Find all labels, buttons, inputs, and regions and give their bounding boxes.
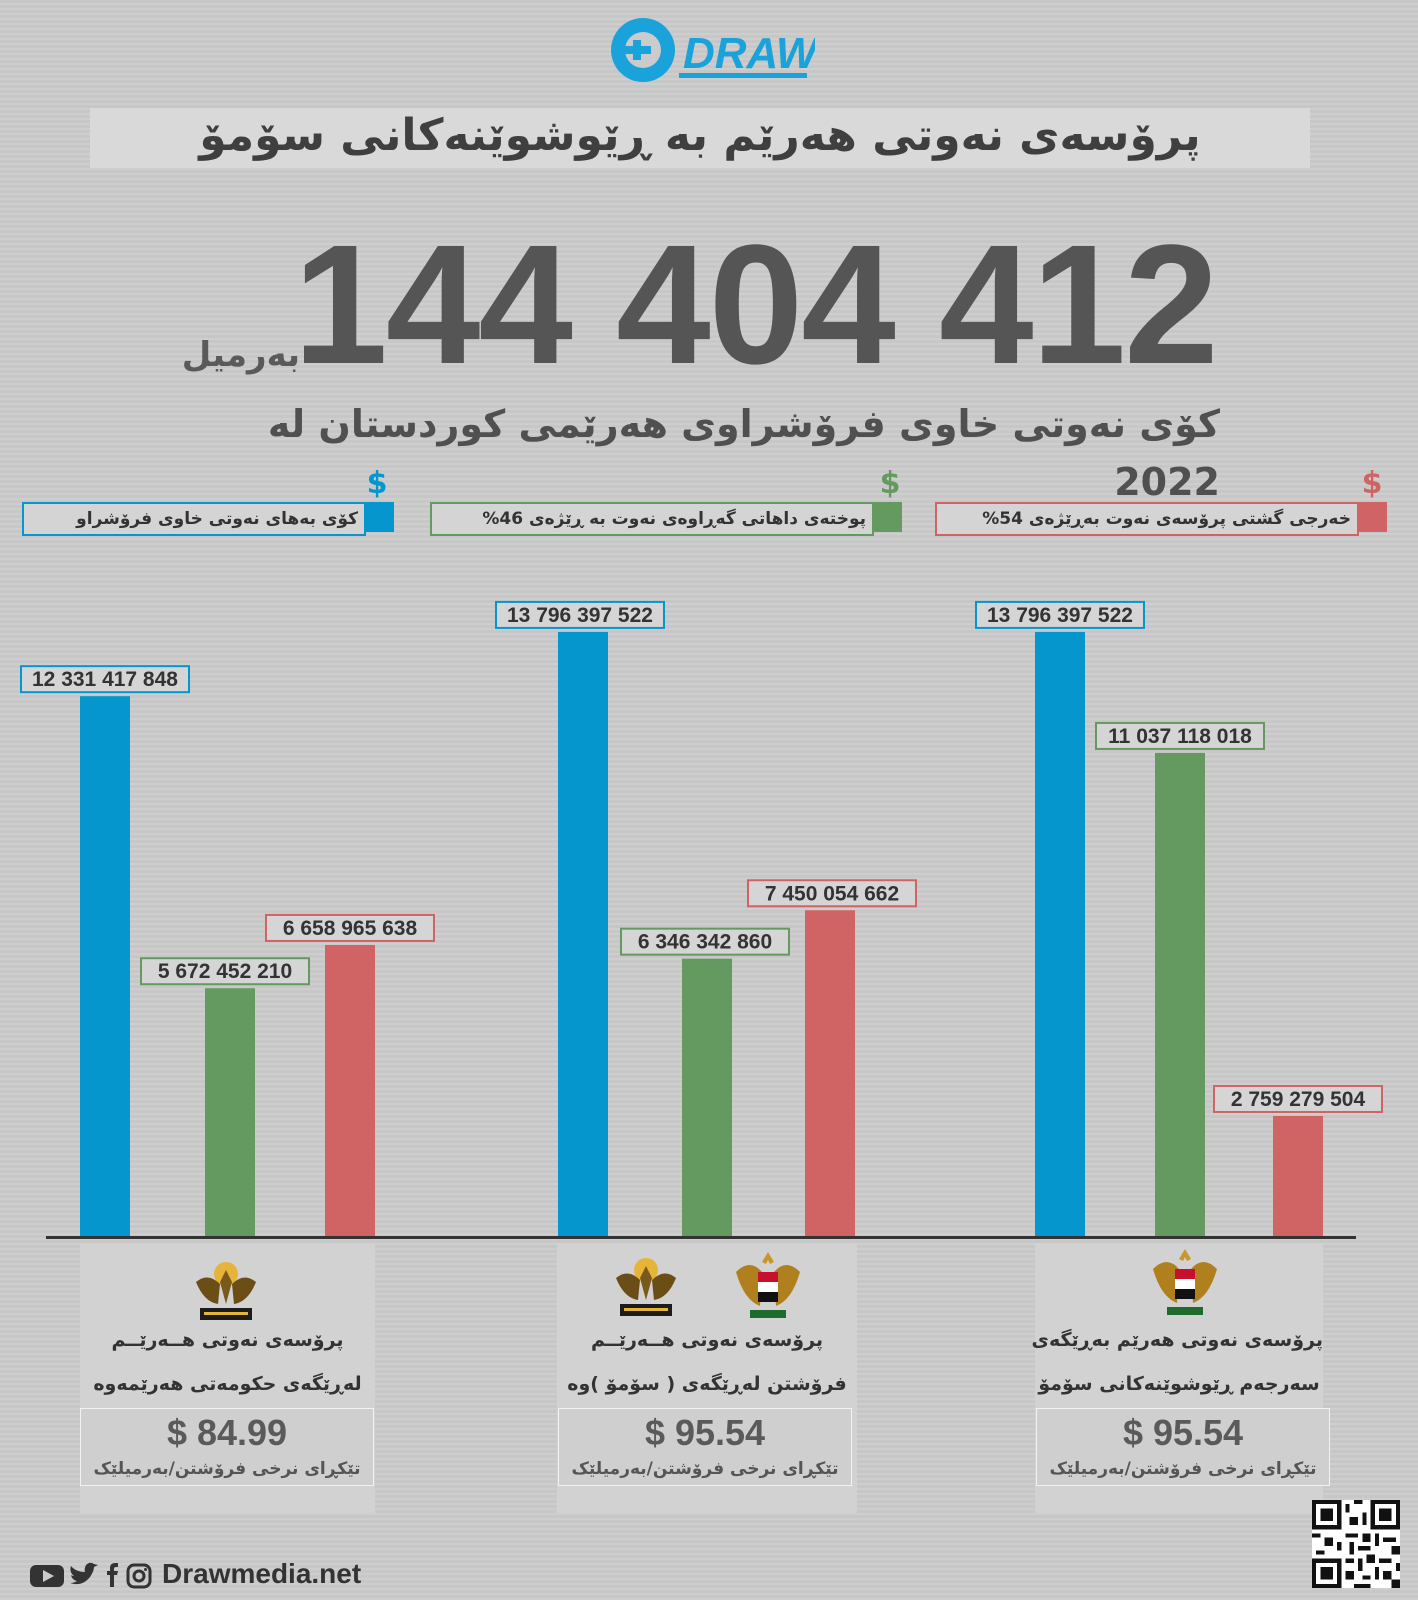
- legend-label: کۆی بەهای نەوتی خاوی فرۆشراو: [76, 509, 358, 529]
- data-label-box: [1213, 1084, 1383, 1113]
- title-band: [90, 108, 1310, 168]
- kurdistan-emblem-icon: [196, 1262, 256, 1320]
- price-value: $ 95.54: [1122, 1412, 1244, 1453]
- price-value: $ 84.99: [166, 1412, 288, 1453]
- price-value: $ 95.54: [644, 1412, 766, 1453]
- price-label: تێکڕای نرخی فرۆشتن/بەرمیلێک: [571, 1459, 839, 1479]
- facebook-icon[interactable]: [107, 1563, 118, 1587]
- data-label-box: [495, 600, 665, 629]
- dollar-icon: $: [1361, 466, 1383, 501]
- draw-logo: DRAW: [611, 18, 815, 82]
- page-title: پرۆسەی نەوتی هەرێم بە ڕێوشوێنەکانی سۆمۆ: [199, 110, 1201, 161]
- dollar-icon: $: [879, 466, 901, 501]
- legend-label: خەرجی گشتی پرۆسەی نەوت بەڕێژەی 54%: [982, 509, 1351, 529]
- price-label: تێکڕای نرخی فرۆشتن/بەرمیلێک: [1049, 1459, 1317, 1479]
- bar-0-0: [80, 696, 130, 1237]
- price-label: تێکڕای نرخی فرۆشتن/بەرمیلێک: [93, 1459, 361, 1479]
- bar-1-0: [205, 988, 255, 1237]
- bar-1-1: [682, 958, 732, 1237]
- category-label-line2: لەڕێگەی حکومەتی هەرێمەوە: [93, 1373, 362, 1395]
- data-label: 6 346 342 860: [638, 931, 772, 954]
- data-label-box: [140, 957, 310, 986]
- qr-code: [1312, 1500, 1400, 1588]
- website-link[interactable]: Drawmedia.net: [162, 1558, 362, 1589]
- total-barrels-unit: بەرمیل: [181, 335, 300, 375]
- data-label: 13 796 397 522: [987, 604, 1133, 627]
- legend-item-total-value: کۆی بەهای نەوتی خاوی فرۆشراو: [22, 502, 394, 536]
- iraq-emblem-icon: [736, 1252, 800, 1318]
- category-label-line1: پرۆسەی نەوتی هەرێم بەڕێگەی: [1031, 1329, 1323, 1351]
- social-icons: [30, 1562, 152, 1589]
- data-label: 5 672 452 210: [158, 960, 292, 983]
- data-label-box: [975, 600, 1145, 629]
- iraq-emblem-icon: [1153, 1249, 1217, 1315]
- data-label: 2 759 279 504: [1231, 1088, 1366, 1111]
- price-box: $ 95.54 تێکڕای نرخی فرۆشتن/بەرمیلێک: [558, 1408, 852, 1486]
- kurdistan-emblem-icon: [616, 1258, 676, 1316]
- svg-text:DRAW: DRAW: [683, 29, 815, 78]
- category-label-line2: سەرجەم ڕێوشوێنەکانی سۆمۆ: [1038, 1373, 1320, 1395]
- data-label: 12 331 417 848: [32, 668, 178, 691]
- legend-item-expenses: خەرجی گشتی پرۆسەی نەوت بەڕێژەی 54%: [935, 502, 1387, 536]
- bar-chart: 12 331 417 848 13 796 397 522 13 796 397 5…: [20, 600, 1383, 1239]
- total-barrels-number: 144 404 412: [293, 210, 1218, 400]
- legend-item-net-revenue: پوختەی داهاتی گەڕاوەی نەوت بە ڕێژەی 46%: [430, 502, 902, 536]
- data-label-box: [620, 927, 790, 956]
- legend-label: پوختەی داهاتی گەڕاوەی نەوت بە ڕێژەی 46%: [482, 509, 866, 529]
- bar-2-0: [325, 944, 375, 1237]
- legend-swatch: [1357, 502, 1387, 532]
- twitter-icon[interactable]: [70, 1562, 98, 1585]
- data-label-box: [265, 913, 435, 942]
- youtube-icon[interactable]: [30, 1565, 64, 1587]
- bar-0-2: [1035, 631, 1085, 1237]
- data-label: 6 658 965 638: [283, 917, 418, 940]
- price-box: $ 95.54 تێکڕای نرخی فرۆشتن/بەرمیلێک: [1036, 1408, 1330, 1486]
- data-label: 13 796 397 522: [507, 604, 653, 627]
- data-label: 11 037 118 018: [1108, 725, 1252, 748]
- data-label-box: [20, 665, 190, 694]
- category-label-line1: پرۆسەی نەوتی هــەرێــم: [590, 1329, 824, 1351]
- bar-0-1: [558, 631, 608, 1237]
- bar-2-2: [1273, 1115, 1323, 1237]
- price-box: $ 84.99 تێکڕای نرخی فرۆشتن/بەرمیلێک: [80, 1408, 374, 1486]
- page-subtitle: کۆی نەوتی خاوی فرۆشراوی هەرێمی کوردستان …: [267, 402, 1220, 504]
- dollar-icon: $: [366, 466, 388, 501]
- bar-2-1: [805, 910, 855, 1237]
- category-label-line2: فرۆشتن لەڕێگەی ( سۆمۆ )وە: [567, 1373, 847, 1395]
- legend-swatch: [872, 502, 902, 532]
- instagram-icon[interactable]: [126, 1563, 152, 1589]
- data-label-box: [747, 879, 917, 908]
- data-label-box: [1095, 721, 1265, 750]
- data-label: 7 450 054 662: [765, 882, 899, 905]
- x-axis-line: [46, 1236, 1356, 1239]
- category-label-line1: پرۆسەی نەوتی هــەرێــم: [111, 1329, 344, 1351]
- bar-1-2: [1155, 752, 1205, 1237]
- legend-swatch: [364, 502, 394, 532]
